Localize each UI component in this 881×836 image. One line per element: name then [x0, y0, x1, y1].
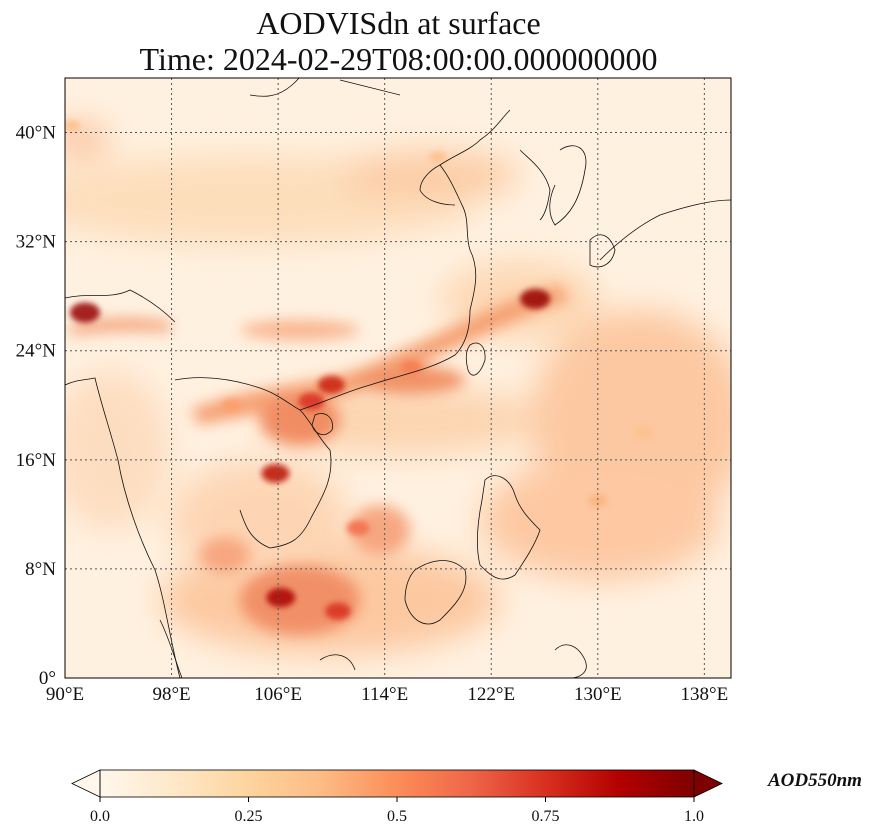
aod-hotspot [65, 120, 81, 132]
longitude-tick-label: 106°E [254, 684, 302, 705]
aod-field [65, 122, 731, 655]
colorbar-extend-max [693, 769, 723, 798]
map-title-line1: AODVISdn at surface [256, 5, 541, 41]
colorbar-tick-label: 0.0 [90, 808, 110, 825]
latitude-tick-label: 24°N [16, 341, 57, 362]
longitude-tick-label: 122°E [467, 684, 515, 705]
colorbar: 0.0 0.25 0.5 0.75 1.0 [71, 769, 723, 825]
colorbar-tick-label: 1.0 [684, 808, 704, 825]
aod-hotspot [298, 392, 325, 410]
aod-hotspot [346, 520, 370, 536]
map-frame [64, 77, 732, 679]
colorbar-tick-label: 0.25 [235, 808, 263, 825]
colorbar-label: AOD550nm [768, 770, 862, 791]
colorbar-tick-label: 0.5 [387, 808, 407, 825]
aod-hotspot [588, 494, 607, 507]
gridlines [65, 78, 731, 678]
latitude-tick-label: 32°N [16, 232, 57, 253]
latitude-tick-label: 16°N [16, 450, 57, 471]
aod-hotspot [266, 587, 296, 608]
aod-hotspot [635, 426, 653, 439]
latitude-tick-label: 40°N [16, 123, 57, 144]
longitude-tick-label: 114°E [361, 684, 408, 705]
aod-hotspot [520, 288, 551, 309]
aod-hotspot [400, 359, 423, 375]
map-title-line2: Time: 2024-02-29T08:00:00.000000000 [139, 41, 658, 77]
aod-hotspot [317, 375, 345, 394]
colorbar-body [100, 770, 694, 797]
longitude-tick-label: 90°E [46, 684, 84, 705]
aod-hotspot [221, 398, 242, 412]
aod-hotspot [261, 464, 290, 483]
aod-hotspot [429, 151, 447, 163]
aod-hotspot [325, 602, 351, 620]
coastlines [65, 78, 731, 678]
latitude-axis: 0° 8°N 16°N 24°N 32°N 40°N [16, 123, 57, 689]
longitude-tick-label: 98°E [152, 684, 190, 705]
colorbar-tick-label: 0.75 [532, 808, 560, 825]
longitude-tick-label: 138°E [681, 684, 729, 705]
longitude-tick-label: 130°E [574, 684, 622, 705]
aod-hotspots [65, 120, 653, 620]
longitude-axis: 90°E 98°E 106°E 114°E 122°E 130°E 138°E [46, 684, 728, 705]
colorbar-extend-min [71, 769, 101, 798]
aod-hotspot [69, 302, 101, 323]
latitude-tick-label: 8°N [25, 559, 56, 580]
latitude-tick-label: 0° [39, 668, 56, 689]
